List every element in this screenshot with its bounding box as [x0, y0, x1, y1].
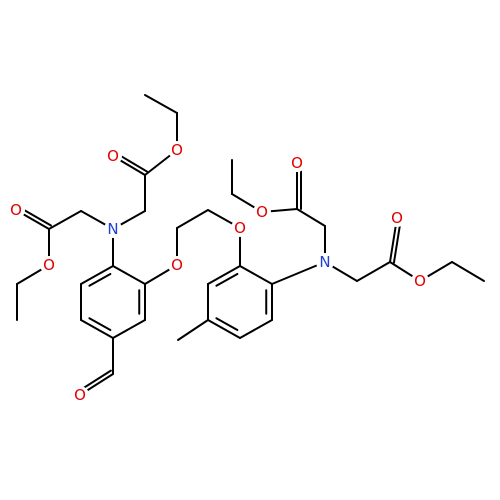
atom-background: [168, 256, 186, 274]
atom-background: [7, 201, 25, 219]
atom-label: O: [43, 256, 55, 274]
bond: [239, 319, 273, 339]
atom-label: O: [234, 219, 246, 237]
bond: [80, 319, 114, 339]
bond: [144, 94, 178, 114]
bond: [271, 261, 326, 285]
bond: [296, 208, 326, 227]
atom-background: [388, 209, 406, 227]
atom-label: O: [291, 154, 303, 172]
atom-background: [231, 219, 249, 237]
bond: [88, 317, 112, 332]
atom-label: O: [74, 386, 86, 404]
bond: [451, 261, 485, 282]
atom-label: O: [414, 272, 426, 290]
bond: [177, 319, 209, 341]
atom-background: [168, 141, 186, 159]
atom-label: O: [256, 203, 268, 221]
atom-background: [104, 220, 122, 238]
atom-background: [411, 272, 429, 290]
bond: [215, 272, 239, 287]
atom-label: O: [391, 209, 403, 227]
bond: [112, 319, 146, 339]
atom-background: [40, 256, 58, 274]
bond: [207, 319, 241, 339]
atom-label: N: [107, 220, 118, 238]
bond: [215, 317, 239, 332]
atom-background: [104, 147, 122, 165]
atom-label: N: [319, 253, 330, 271]
bond: [80, 265, 114, 285]
bond: [207, 265, 241, 285]
bond: [239, 265, 273, 285]
atom-label: O: [107, 147, 119, 165]
atom-background: [288, 154, 306, 172]
bond: [176, 209, 209, 229]
atom-label: O: [10, 201, 22, 219]
atom-label: O: [171, 256, 183, 274]
bond: [112, 265, 146, 285]
bond: [88, 272, 112, 287]
atom-label: O: [171, 141, 183, 159]
atom-background: [71, 386, 89, 404]
atom-background: [316, 253, 334, 271]
atom-background: [253, 203, 271, 221]
bond: [48, 210, 82, 230]
bond: [356, 261, 391, 282]
